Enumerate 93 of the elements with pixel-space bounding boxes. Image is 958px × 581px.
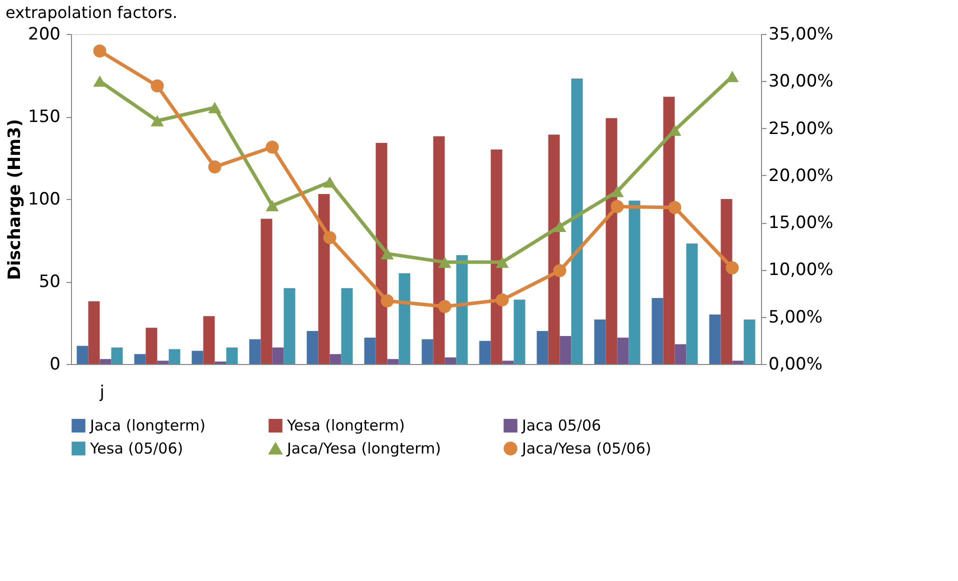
bar	[157, 360, 169, 364]
point	[553, 264, 566, 278]
point	[208, 102, 222, 114]
point	[380, 248, 394, 260]
point	[438, 300, 452, 313]
point	[266, 200, 279, 212]
legend-label: Jaca/Yesa (05/06)	[521, 440, 652, 458]
bar	[560, 336, 572, 364]
bar	[146, 328, 158, 364]
bar	[272, 348, 284, 364]
y2-tick-label: 20,00%	[768, 166, 834, 186]
bar	[744, 319, 756, 364]
x-tick-label: j	[98, 382, 104, 402]
point	[323, 176, 336, 188]
bar	[111, 348, 123, 364]
bar	[709, 314, 721, 364]
y2-tick-label: 0,00%	[768, 354, 823, 374]
legend-label: Yesa (longterm)	[286, 416, 405, 435]
bar	[168, 349, 180, 364]
point	[438, 256, 452, 268]
point	[610, 186, 624, 198]
bar	[686, 244, 698, 364]
y-tick-label: 0	[50, 354, 60, 374]
y2-tick-label: 10,00%	[768, 260, 834, 280]
point	[150, 115, 164, 126]
bar	[422, 339, 434, 364]
y2-tick-label: 30,00%	[768, 72, 834, 92]
bar	[100, 359, 112, 364]
bar	[226, 348, 238, 364]
legend-label: Yesa (05/06)	[89, 440, 184, 458]
bar	[306, 331, 318, 364]
bar	[479, 340, 491, 364]
bar	[249, 339, 261, 364]
point	[150, 79, 164, 92]
legend-label: Jaca (longterm)	[89, 416, 206, 435]
point	[610, 200, 624, 214]
bar	[341, 288, 353, 364]
bar	[203, 316, 215, 364]
text: extrapolation factors.	[6, 3, 178, 22]
bar	[88, 301, 100, 364]
y2-tick-label: 25,00%	[768, 118, 834, 139]
point	[726, 261, 739, 274]
legend-label: Jaca 05/06	[521, 416, 602, 435]
bar	[514, 300, 526, 364]
bar	[732, 360, 744, 364]
bar	[134, 354, 146, 364]
bar	[548, 134, 560, 364]
y-tick-label: 100	[28, 190, 60, 210]
bar	[398, 273, 410, 364]
bar	[536, 331, 548, 364]
point	[266, 140, 279, 154]
bar	[76, 346, 88, 364]
y-tick-label: 150	[28, 107, 60, 127]
bar	[720, 199, 732, 364]
bar	[364, 338, 376, 364]
bar	[318, 194, 330, 364]
y-axis-title: Discharge (Hm3)	[5, 118, 26, 280]
y-tick-label: 50	[38, 272, 60, 292]
bar	[571, 78, 583, 364]
point	[208, 160, 222, 174]
bar	[617, 338, 629, 364]
point	[496, 256, 509, 268]
point	[380, 294, 394, 308]
point	[93, 75, 106, 87]
y2-tick-label: 35,00%	[768, 24, 834, 44]
y2-tick-label: 5,00%	[768, 307, 823, 328]
bar	[192, 350, 204, 364]
point	[553, 220, 566, 232]
bar	[502, 360, 514, 364]
point	[668, 124, 682, 136]
bar	[387, 359, 399, 364]
y-tick-label: 200	[28, 24, 60, 44]
bar	[628, 200, 640, 364]
bar	[490, 150, 502, 364]
point	[93, 44, 106, 58]
bar	[652, 298, 664, 364]
legend-label: Jaca/Yesa (longterm)	[286, 440, 441, 458]
bar	[330, 354, 342, 364]
point	[726, 70, 739, 82]
bar	[594, 319, 606, 364]
point	[323, 231, 336, 244]
bar	[260, 218, 272, 364]
bar	[284, 288, 296, 364]
point	[668, 200, 682, 214]
bar	[376, 142, 388, 364]
bar	[444, 357, 456, 364]
bar	[433, 136, 445, 364]
y2-tick-label: 15,00%	[768, 213, 834, 234]
point	[496, 293, 509, 306]
bar	[606, 118, 618, 364]
bar	[663, 96, 675, 364]
bar	[674, 344, 686, 364]
bar	[456, 255, 468, 364]
